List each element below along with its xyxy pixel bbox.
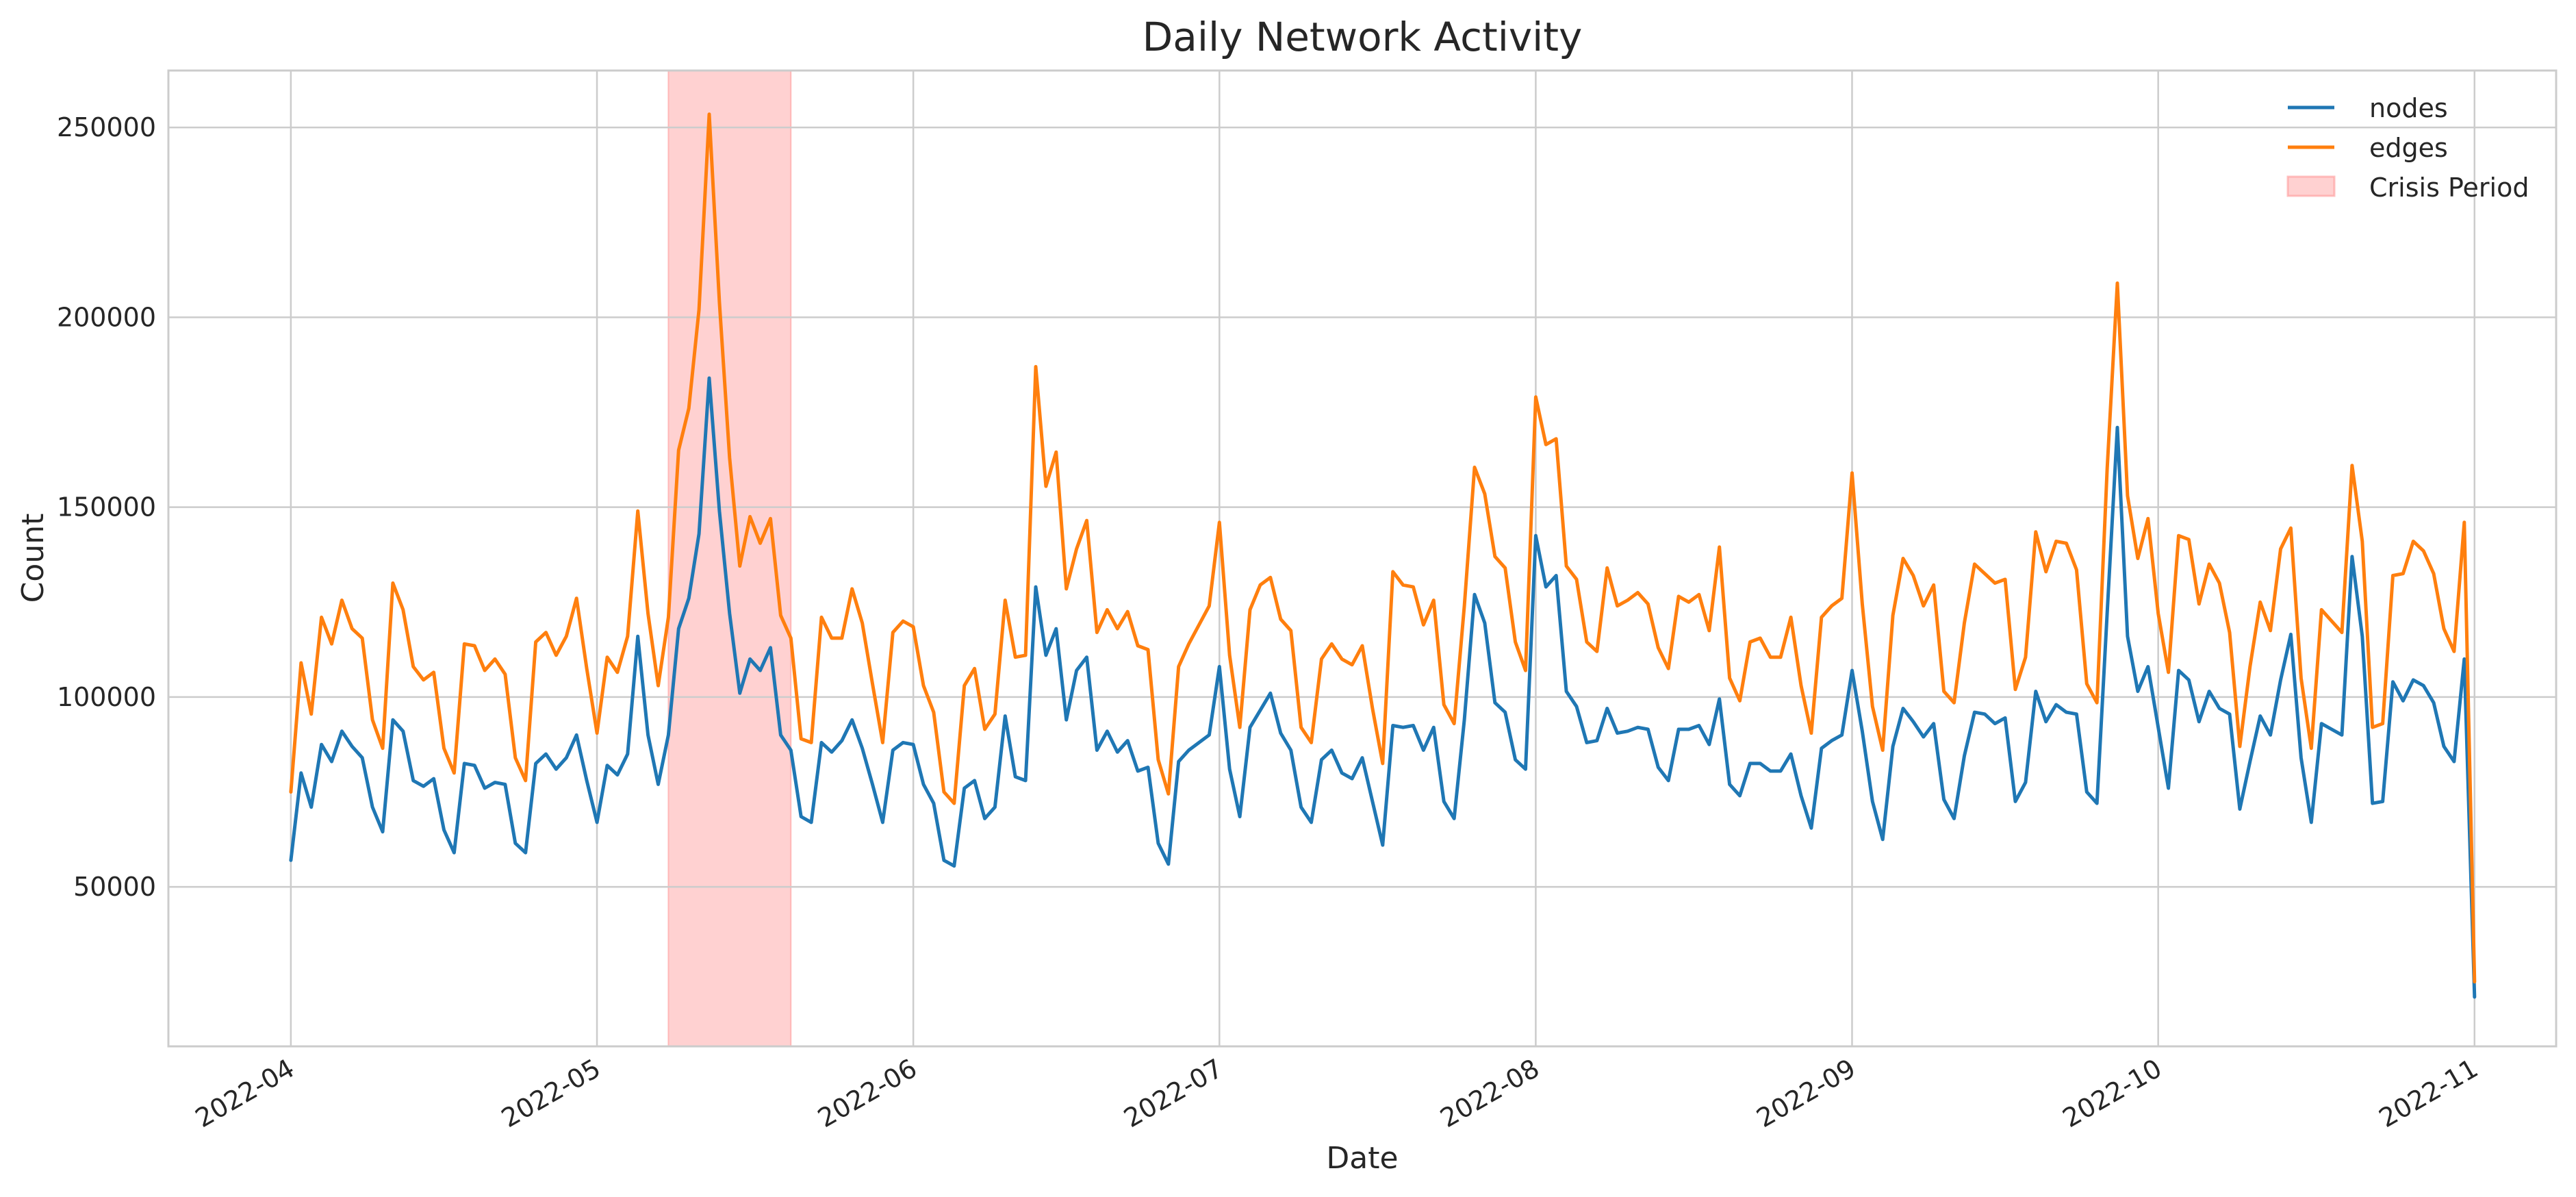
crisis-period-band [667, 70, 792, 1047]
legend-swatch-crisis-period [2286, 175, 2336, 197]
y-tick-label: 250000 [57, 112, 156, 142]
plot-area-frame [167, 69, 2558, 1048]
y-tick-label: 200000 [57, 302, 156, 332]
legend-label-crisis-period: Crisis Period [2369, 173, 2529, 203]
legend-label-edges: edges [2369, 133, 2448, 163]
series-line-edges [289, 112, 2477, 984]
x-axis-label: Date [1326, 1141, 1398, 1176]
legend: nodes edges Crisis Period [2286, 93, 2529, 203]
y-axis-label: Count [16, 514, 51, 603]
y-tick-label: 150000 [57, 492, 156, 522]
legend-label-nodes: nodes [2369, 93, 2448, 123]
y-tick-label: 50000 [73, 872, 156, 902]
shaded-region-layer [667, 70, 792, 1047]
y-tick-label: 100000 [57, 682, 156, 712]
chart-title: Daily Network Activity [1143, 14, 1583, 60]
series-line-nodes [289, 376, 2477, 999]
series-layer [289, 112, 2477, 999]
